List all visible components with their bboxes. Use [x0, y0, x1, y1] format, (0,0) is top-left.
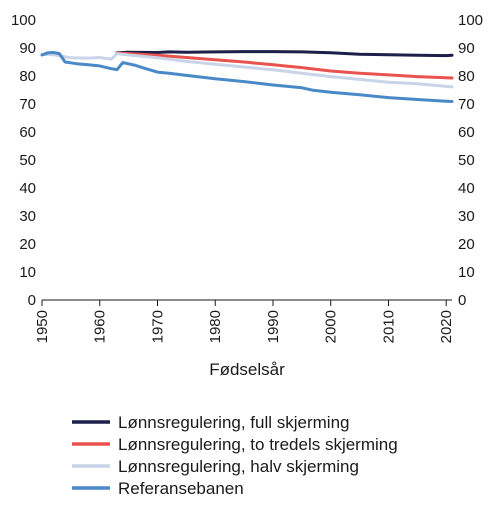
x-tick-label: 1970: [149, 310, 166, 343]
y-tick-label-left: 80: [19, 68, 36, 85]
legend-label: Lønnsregulering, halv skjerming: [118, 457, 359, 476]
legend-label: Lønnsregulering, full skjerming: [118, 413, 350, 432]
y-tick-label-right: 10: [458, 264, 475, 281]
y-tick-label-left: 90: [19, 40, 36, 57]
y-tick-label-left: 10: [19, 264, 36, 281]
y-tick-label-right: 60: [458, 124, 475, 141]
x-tick-label: 2010: [380, 310, 397, 343]
y-tick-label-left: 50: [19, 152, 36, 169]
y-tick-label-left: 40: [19, 180, 36, 197]
series-line-2: [115, 51, 454, 80]
x-tick-label: 1950: [34, 310, 51, 343]
series-line-3: [40, 52, 454, 89]
legend-label: Lønnsregulering, to tredels skjerming: [118, 435, 398, 454]
y-tick-label-right: 30: [458, 208, 475, 225]
y-tick-label-right: 0: [458, 292, 466, 309]
x-axis-title: Fødselsår: [209, 360, 285, 379]
y-tick-label-left: 60: [19, 124, 36, 141]
y-tick-label-right: 80: [458, 68, 475, 85]
legend-label: Referansebanen: [118, 479, 244, 498]
series-line-4: [40, 51, 454, 103]
y-tick-label-right: 20: [458, 236, 475, 253]
y-tick-label-left: 100: [11, 12, 36, 29]
x-tick-label: 2020: [438, 310, 455, 343]
y-tick-label-left: 0: [28, 292, 36, 309]
y-tick-label-right: 40: [458, 180, 475, 197]
x-tick-label: 1960: [92, 310, 109, 343]
y-tick-label-left: 70: [19, 96, 36, 113]
series-lines: [40, 50, 454, 103]
x-tick-label: 1980: [207, 310, 224, 343]
x-tick-label: 1990: [265, 310, 282, 343]
y-tick-label-right: 90: [458, 40, 475, 57]
y-tick-label-right: 100: [458, 12, 483, 29]
y-tick-label-left: 30: [19, 208, 36, 225]
y-tick-label-left: 20: [19, 236, 36, 253]
y-tick-label-right: 70: [458, 96, 475, 113]
x-tick-label: 2000: [323, 310, 340, 343]
y-tick-label-right: 50: [458, 152, 475, 169]
series-line-1: [115, 50, 454, 58]
legend: Lønnsregulering, full skjerming Lønnsregu…: [72, 413, 398, 498]
